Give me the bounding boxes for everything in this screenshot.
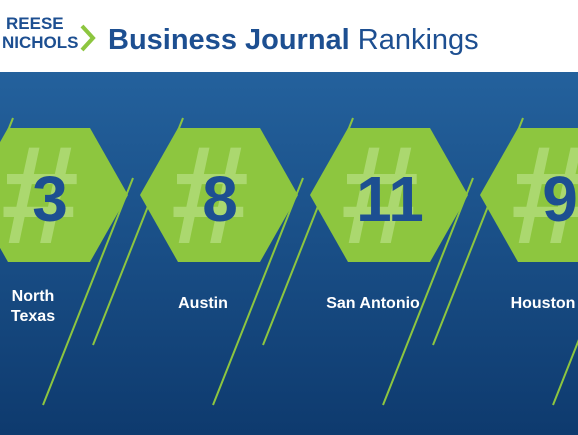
city-label: Texas [11,308,55,325]
logo-line: REESE [6,14,64,33]
hash-symbol: # [339,116,417,273]
city-label: Houston [511,295,576,312]
hash-symbol: # [169,116,247,273]
rankings: #3 North Texas #8 Austin #11 San Antonio #9 Hous… [0,116,578,406]
rank-number: 3 [32,163,68,235]
hexagon [0,128,128,262]
city-label: Austin [178,295,228,312]
hexagon [140,128,298,262]
accent-line [552,339,578,406]
chevron [80,24,96,52]
hexagon [480,128,578,262]
accent-line [42,177,134,406]
city-label: San Antonio [326,295,420,312]
header-bar [0,0,578,72]
hash-symbol: # [0,116,77,273]
title-rest: Rankings [358,24,479,56]
hexagon [310,128,468,262]
rank-number: 9 [542,163,578,235]
logo-line: NICHOLS [2,33,79,52]
title: Business Journal Rankings [108,24,479,56]
rank-number: 11 [356,163,424,235]
title-bold: Business Journal [108,24,350,56]
hash-symbol: # [509,116,578,273]
accent-line [382,177,474,406]
city-label: North [12,288,55,305]
rank-number: 8 [202,163,238,235]
accent-line [212,177,304,406]
